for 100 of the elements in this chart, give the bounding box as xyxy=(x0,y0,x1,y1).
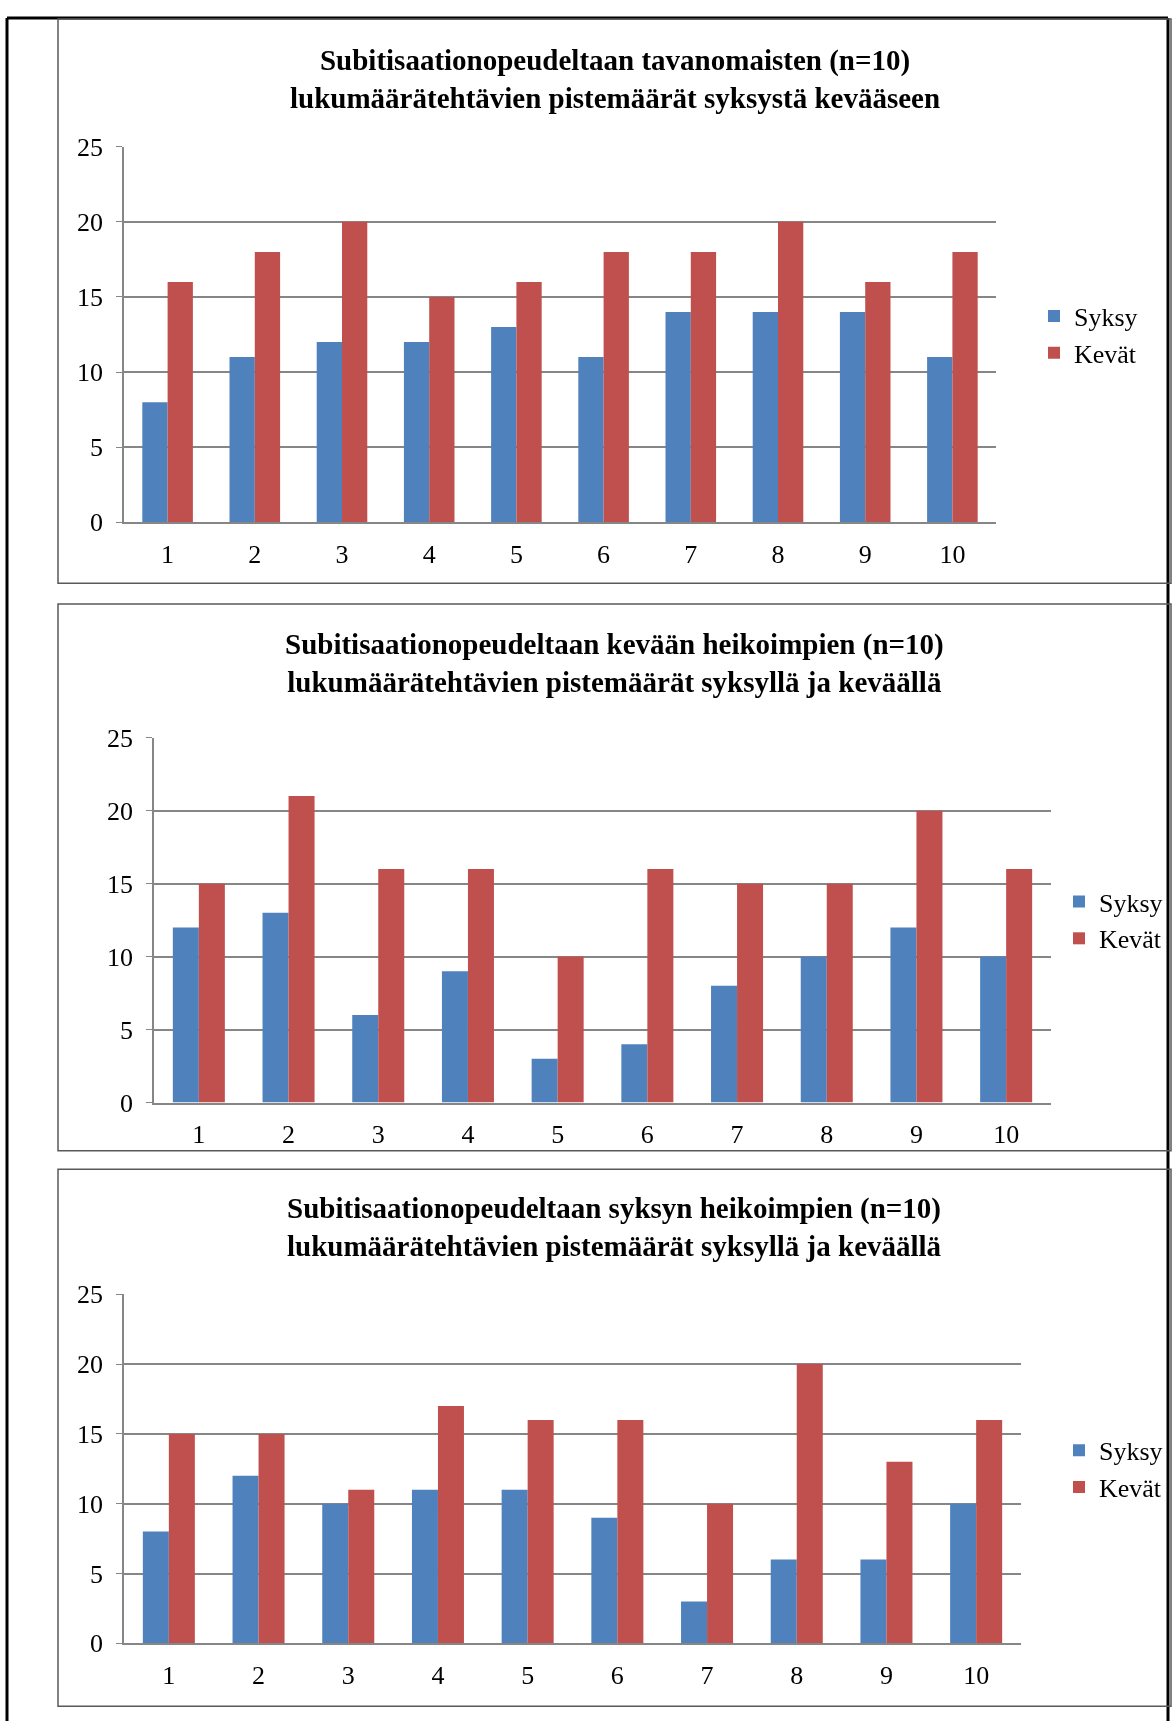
bar xyxy=(950,1503,977,1644)
bar xyxy=(501,1489,528,1644)
bar xyxy=(429,296,455,523)
bar xyxy=(342,221,368,523)
y-tick-label: 20 xyxy=(107,796,134,826)
bar xyxy=(865,281,891,523)
bar xyxy=(800,956,827,1103)
y-tick-label: 15 xyxy=(77,1419,104,1449)
legend-label: Kevät xyxy=(1099,925,1162,955)
bar xyxy=(262,912,289,1103)
y-tick-label: 15 xyxy=(107,869,134,899)
bar xyxy=(1006,869,1033,1103)
bar xyxy=(647,869,674,1103)
bar xyxy=(976,1419,1003,1644)
y-tick-label: 25 xyxy=(77,132,104,162)
x-tick-label: 10 xyxy=(993,1120,1020,1150)
bar xyxy=(591,1517,618,1644)
bar xyxy=(796,1364,823,1644)
x-tick-label: 9 xyxy=(879,1661,893,1691)
bar xyxy=(531,1058,558,1103)
bar xyxy=(258,1433,285,1644)
x-tick-label: 4 xyxy=(422,540,436,570)
x-tick-label: 5 xyxy=(509,540,523,570)
bar xyxy=(980,956,1007,1103)
x-tick-label: 3 xyxy=(341,1661,355,1691)
y-tick-label: 25 xyxy=(107,723,134,753)
bar xyxy=(886,1461,913,1644)
bar xyxy=(172,927,199,1103)
legend-label: Syksy xyxy=(1099,1437,1163,1467)
bar xyxy=(167,281,193,523)
y-tick-label: 10 xyxy=(77,358,104,388)
bar xyxy=(621,1044,648,1103)
y-tick-label: 0 xyxy=(120,1088,134,1118)
chart-title: Subitisaationopeudeltaan tavanomaisten (n=10) lukumäärätehtävien pistemäärät syksystä kevääseen xyxy=(290,44,941,114)
bar xyxy=(467,869,494,1103)
bar xyxy=(617,1419,644,1644)
x-tick-label: 4 xyxy=(461,1120,475,1150)
bar xyxy=(441,971,468,1103)
x-tick-label: 6 xyxy=(610,1661,624,1691)
x-tick-label: 7 xyxy=(684,540,698,570)
bar xyxy=(916,810,943,1103)
bar xyxy=(557,956,584,1103)
y-tick-label: 25 xyxy=(77,1280,104,1310)
x-tick-label: 9 xyxy=(858,540,872,570)
y-tick-label: 20 xyxy=(77,207,104,237)
y-tick-label: 0 xyxy=(90,1629,104,1659)
bar xyxy=(322,1503,349,1644)
bar xyxy=(578,357,604,523)
x-tick-label: 3 xyxy=(335,540,349,570)
x-tick-label: 7 xyxy=(730,1120,744,1150)
legend-label: Syksy xyxy=(1099,888,1163,918)
x-tick-label: 4 xyxy=(431,1661,445,1691)
bar xyxy=(826,883,853,1103)
x-tick-label: 10 xyxy=(963,1661,990,1691)
bar xyxy=(752,312,778,523)
bar xyxy=(142,402,168,523)
bar xyxy=(770,1559,797,1644)
x-tick-label: 1 xyxy=(192,1120,206,1150)
bar xyxy=(927,357,953,523)
bar xyxy=(254,251,281,523)
bar xyxy=(352,1014,379,1103)
bar xyxy=(860,1559,887,1644)
legend-label: Kevät xyxy=(1074,339,1137,369)
bar xyxy=(603,251,629,523)
bar xyxy=(142,1531,169,1644)
bar xyxy=(168,1433,195,1644)
bar xyxy=(378,869,405,1103)
bar xyxy=(665,312,691,523)
bar xyxy=(198,883,225,1103)
chart-title: Subitisaationopeudeltaan syksyn heikoimpien (n=10) lukumäärätehtävien pistemäärät syksyllä ja keväällä xyxy=(287,1192,942,1262)
bar xyxy=(437,1405,464,1644)
x-tick-label: 2 xyxy=(252,1661,266,1691)
x-tick-label: 8 xyxy=(820,1120,834,1150)
bar xyxy=(711,985,738,1103)
x-tick-label: 5 xyxy=(521,1661,535,1691)
x-tick-label: 8 xyxy=(790,1661,804,1691)
bar xyxy=(411,1489,438,1644)
y-tick-label: 5 xyxy=(120,1015,134,1045)
chart-title: Subitisaationopeudeltaan kevään heikoimpien (n=10) lukumäärätehtävien pistemäärät syksyllä ja keväällä xyxy=(285,628,944,698)
x-tick-label: 6 xyxy=(597,540,611,570)
bar xyxy=(232,1475,259,1644)
y-tick-label: 0 xyxy=(90,508,104,538)
bar xyxy=(707,1503,734,1644)
bar xyxy=(737,883,764,1103)
x-tick-label: 2 xyxy=(248,540,262,570)
bar xyxy=(316,342,342,523)
x-tick-label: 10 xyxy=(939,540,966,570)
bar xyxy=(890,927,917,1103)
y-tick-label: 5 xyxy=(90,1559,104,1589)
y-tick-label: 20 xyxy=(77,1350,104,1380)
x-tick-label: 3 xyxy=(371,1120,385,1150)
x-tick-label: 9 xyxy=(909,1120,923,1150)
bar xyxy=(690,251,717,523)
x-tick-label: 2 xyxy=(282,1120,296,1150)
y-tick-label: 5 xyxy=(90,433,104,463)
bar xyxy=(288,796,315,1103)
x-tick-label: 8 xyxy=(771,540,785,570)
x-tick-label: 7 xyxy=(700,1661,714,1691)
x-tick-label: 5 xyxy=(551,1120,565,1150)
legend-label: Syksy xyxy=(1074,303,1138,333)
